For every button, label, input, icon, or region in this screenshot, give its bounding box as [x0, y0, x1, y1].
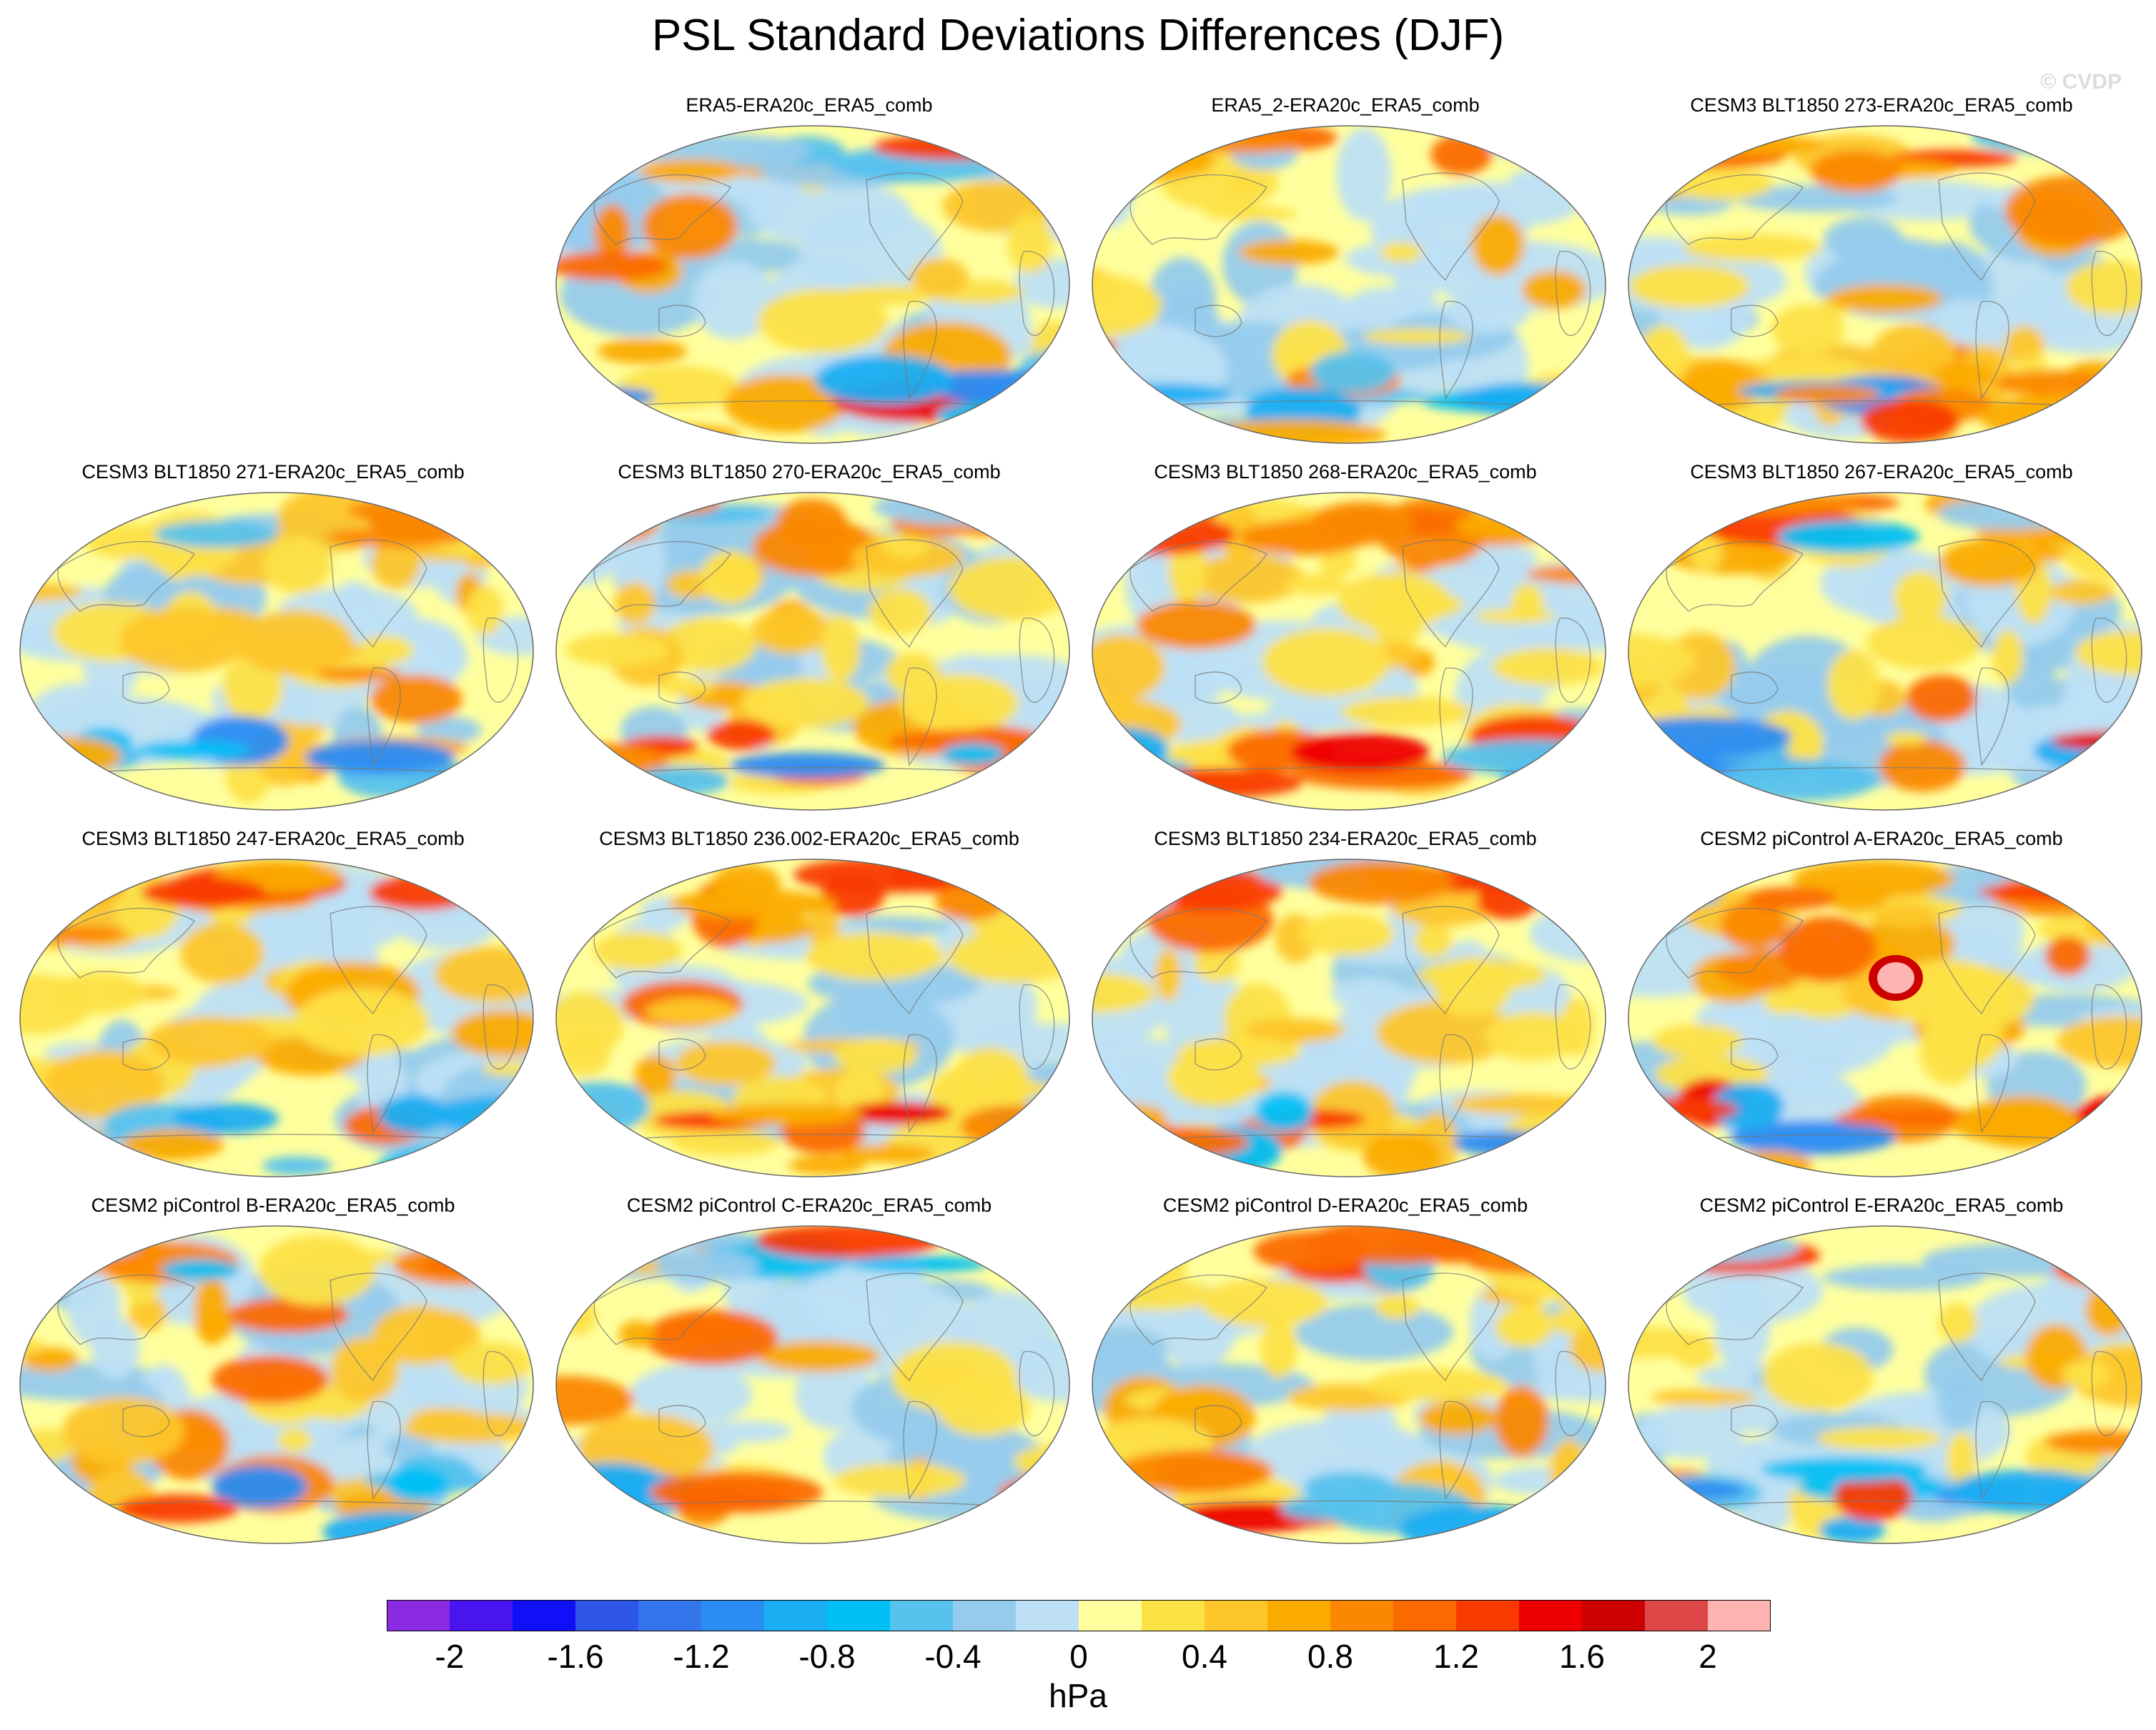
map-panel: ERA5-ERA20c_ERA5_comb — [545, 94, 1074, 452]
colorbar-tick-label: -1.6 — [547, 1638, 604, 1675]
robinson-map — [1628, 492, 2142, 811]
colorbar-swatch — [513, 1600, 576, 1631]
map-panel: CESM3 BLT1850 270-ERA20c_ERA5_comb — [545, 461, 1074, 819]
colorbar-swatch — [827, 1600, 891, 1631]
map-panel: CESM2 piControl A-ERA20c_ERA5_comb — [1617, 828, 2146, 1185]
map-panel: CESM3 BLT1850 271-ERA20c_ERA5_comb — [9, 461, 538, 819]
robinson-map — [1092, 859, 1606, 1177]
panel-title: CESM3 BLT1850 247-ERA20c_ERA5_comb — [81, 828, 465, 849]
colorbar — [387, 1600, 1771, 1631]
robinson-map — [1092, 492, 1606, 811]
colorbar-tick-label: 2 — [1698, 1638, 1717, 1675]
colorbar-swatch — [764, 1600, 828, 1631]
robinson-map — [555, 125, 1070, 444]
robinson-map — [555, 859, 1070, 1177]
colorbar-tick-label: 1.2 — [1433, 1638, 1479, 1675]
map-panel: CESM3 BLT1850 234-ERA20c_ERA5_comb — [1081, 828, 1610, 1185]
colorbar-swatch — [1079, 1600, 1142, 1631]
map-panel: ERA5_2-ERA20c_ERA5_comb — [1081, 94, 1610, 452]
robinson-map — [1628, 1225, 2142, 1544]
colorbar-swatch — [890, 1600, 954, 1631]
colorbar-swatch — [1016, 1600, 1079, 1631]
panel-title: CESM2 piControl E-ERA20c_ERA5_comb — [1699, 1195, 2064, 1216]
colorbar-swatch — [953, 1600, 1017, 1631]
panel-title: CESM3 BLT1850 268-ERA20c_ERA5_comb — [1154, 461, 1537, 483]
panel-title: CESM3 BLT1850 236.002-ERA20c_ERA5_comb — [599, 828, 1019, 849]
panel-title: CESM3 BLT1850 273-ERA20c_ERA5_comb — [1690, 94, 2073, 116]
map-panel: CESM3 BLT1850 273-ERA20c_ERA5_comb — [1617, 94, 2146, 452]
colorbar-swatch — [1645, 1600, 1709, 1631]
robinson-map — [19, 859, 534, 1177]
panel-title: CESM2 piControl A-ERA20c_ERA5_comb — [1700, 828, 2063, 849]
colorbar-swatch — [1205, 1600, 1268, 1631]
map-panel: CESM2 piControl E-ERA20c_ERA5_comb — [1617, 1195, 2146, 1552]
map-panel: CESM3 BLT1850 236.002-ERA20c_ERA5_comb — [545, 828, 1074, 1185]
map-panel: CESM3 BLT1850 247-ERA20c_ERA5_comb — [9, 828, 538, 1185]
colorbar-swatch — [1456, 1600, 1520, 1631]
map-panel: CESM3 BLT1850 268-ERA20c_ERA5_comb — [1081, 461, 1610, 819]
colorbar-tick-label: 0.4 — [1182, 1638, 1227, 1675]
colorbar-units-label: hPa — [1049, 1677, 1107, 1714]
colorbar-swatch — [387, 1600, 450, 1631]
robinson-map — [19, 1225, 534, 1544]
colorbar-tick-label: -2 — [435, 1638, 465, 1675]
colorbar-tick-label: 0.8 — [1307, 1638, 1353, 1675]
colorbar-swatch — [638, 1600, 702, 1631]
map-panel: CESM2 piControl B-ERA20c_ERA5_comb — [9, 1195, 538, 1552]
colorbar-tick-label: -0.8 — [798, 1638, 856, 1675]
colorbar-swatch — [1267, 1600, 1331, 1631]
cvdp-watermark: © CVDP — [2040, 70, 2122, 94]
robinson-map — [1628, 859, 2142, 1177]
colorbar-tick-label: 1.6 — [1559, 1638, 1605, 1675]
colorbar-swatch — [1519, 1600, 1583, 1631]
colorbar-swatch — [1582, 1600, 1646, 1631]
colorbar-swatch — [1330, 1600, 1394, 1631]
panel-title: CESM3 BLT1850 234-ERA20c_ERA5_comb — [1154, 828, 1537, 849]
panel-title: CESM2 piControl D-ERA20c_ERA5_comb — [1162, 1195, 1528, 1216]
panel-title: ERA5-ERA20c_ERA5_comb — [686, 94, 933, 116]
robinson-map — [1628, 125, 2142, 444]
panel-title: CESM3 BLT1850 267-ERA20c_ERA5_comb — [1690, 461, 2073, 483]
colorbar-swatch — [1393, 1600, 1457, 1631]
panel-title: CESM2 piControl C-ERA20c_ERA5_comb — [626, 1195, 992, 1216]
colorbar-swatch — [1708, 1600, 1771, 1631]
colorbar-swatch — [575, 1600, 639, 1631]
colorbar-tick-label: -1.2 — [673, 1638, 730, 1675]
map-panel: CESM3 BLT1850 267-ERA20c_ERA5_comb — [1617, 461, 2146, 819]
colorbar-tick-label: 0 — [1069, 1638, 1088, 1675]
colorbar-tick-label: -0.4 — [924, 1638, 981, 1675]
robinson-map — [1092, 125, 1606, 444]
robinson-map — [555, 492, 1070, 811]
colorbar-swatch — [1142, 1600, 1205, 1631]
colorbar-swatch — [450, 1600, 513, 1631]
robinson-map — [19, 492, 534, 811]
panel-title: CESM2 piControl B-ERA20c_ERA5_comb — [91, 1195, 455, 1216]
map-panel: CESM2 piControl C-ERA20c_ERA5_comb — [545, 1195, 1074, 1552]
robinson-map — [555, 1225, 1070, 1544]
robinson-map — [1092, 1225, 1606, 1544]
chart-title: PSL Standard Deviations Differences (DJF… — [651, 11, 1505, 60]
colorbar-swatch — [701, 1600, 765, 1631]
panel-title: CESM3 BLT1850 271-ERA20c_ERA5_comb — [81, 461, 465, 483]
panel-title: ERA5_2-ERA20c_ERA5_comb — [1211, 94, 1480, 116]
panel-title: CESM3 BLT1850 270-ERA20c_ERA5_comb — [618, 461, 1001, 483]
map-panel: CESM2 piControl D-ERA20c_ERA5_comb — [1081, 1195, 1610, 1552]
